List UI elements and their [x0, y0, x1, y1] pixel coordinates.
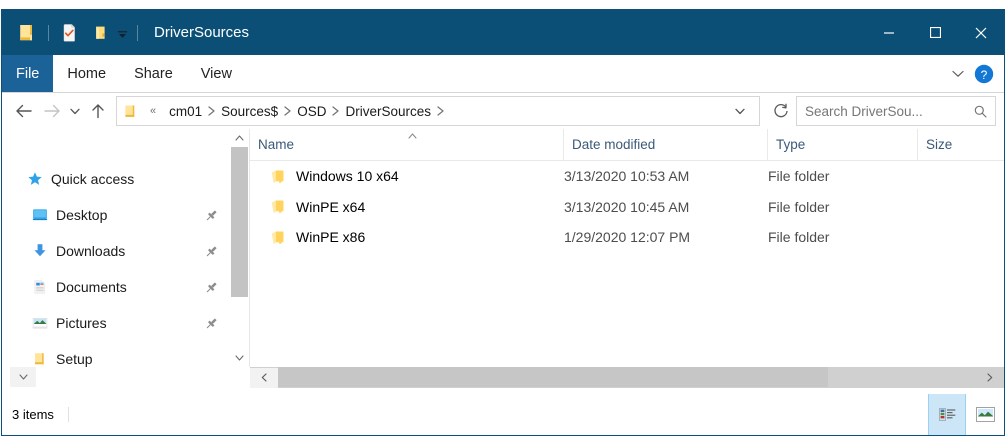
svg-text:?: ?: [981, 68, 988, 82]
